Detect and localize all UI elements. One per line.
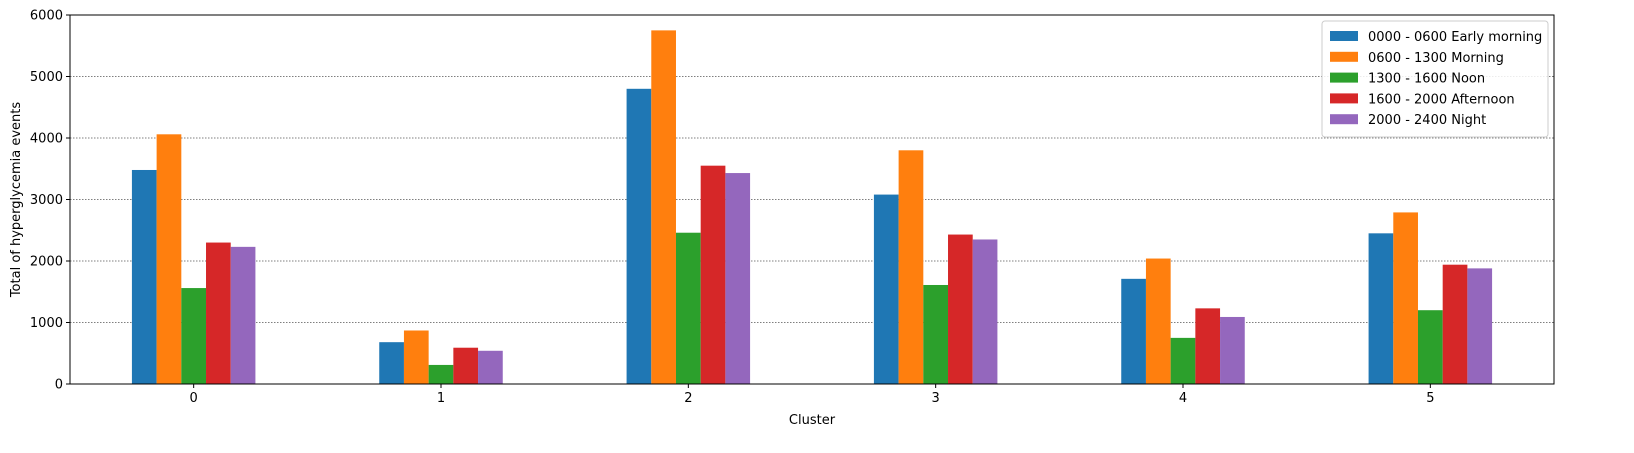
y-tick-label: 2000 <box>30 255 63 270</box>
bar <box>453 347 479 384</box>
bar <box>948 234 973 384</box>
bar <box>181 288 207 384</box>
bar <box>1220 316 1245 384</box>
bar <box>1145 258 1171 384</box>
legend-box <box>1321 20 1549 138</box>
x-tick-label: 0 <box>190 391 198 406</box>
legend-label: 1300 - 1600 Noon <box>1368 72 1485 87</box>
bar <box>700 165 726 384</box>
legend-swatch <box>1330 51 1358 62</box>
x-tick-label: 1 <box>437 391 445 406</box>
legend-label: 0000 - 0600 Early morning <box>1368 30 1542 45</box>
y-tick-label: 1000 <box>30 316 63 331</box>
bar <box>1393 212 1418 384</box>
bars <box>131 30 1493 385</box>
y-axis: 0 1000 2000 3000 4000 5000 6000 <box>30 9 70 393</box>
bar <box>651 30 676 384</box>
legend-label: 2000 - 2400 Night <box>1368 113 1486 128</box>
legend-swatch <box>1330 31 1358 41</box>
bar <box>131 169 157 384</box>
legend-label: 0600 - 1300 Morning <box>1368 51 1504 66</box>
bar <box>206 242 231 384</box>
x-tick-label: 4 <box>1179 391 1187 406</box>
x-tick-label: 5 <box>1426 391 1434 406</box>
legend-label: 1600 - 2000 Afternoon <box>1368 92 1515 107</box>
bar <box>923 284 949 384</box>
bar <box>379 342 404 384</box>
x-axis-label: Cluster <box>789 413 836 428</box>
bar <box>1170 337 1196 384</box>
bar <box>1121 278 1146 384</box>
y-tick-label: 3000 <box>30 193 63 208</box>
y-tick-label: 6000 <box>30 9 63 24</box>
x-tick-label: 3 <box>932 391 940 406</box>
bar <box>428 364 454 384</box>
bar <box>156 134 182 384</box>
legend-swatch <box>1330 114 1358 125</box>
y-tick-label: 4000 <box>30 132 63 147</box>
bar <box>873 194 899 384</box>
bar <box>478 350 503 384</box>
x-axis: 0 1 2 3 4 5 <box>190 384 1434 406</box>
bar <box>230 246 256 384</box>
bar <box>1467 268 1493 384</box>
legend-swatch <box>1330 93 1358 104</box>
bar <box>725 173 751 384</box>
grid-lines <box>70 76 1554 323</box>
legend-swatch <box>1330 72 1358 83</box>
bar <box>403 330 429 384</box>
bar <box>972 239 998 384</box>
bar <box>1368 233 1394 384</box>
y-tick-label: 0 <box>55 378 63 393</box>
bar <box>1417 310 1443 384</box>
y-axis-label: Total of hyperglycemia events <box>9 102 24 299</box>
x-tick-label: 2 <box>684 391 692 406</box>
y-tick-label: 5000 <box>30 70 63 85</box>
bar <box>675 232 701 384</box>
bar <box>1195 308 1221 384</box>
bar <box>626 88 652 385</box>
bar <box>1442 264 1468 384</box>
legend: 0000 - 0600 Early morning 0600 - 1300 Mor… <box>1321 20 1549 138</box>
bar <box>898 150 924 384</box>
